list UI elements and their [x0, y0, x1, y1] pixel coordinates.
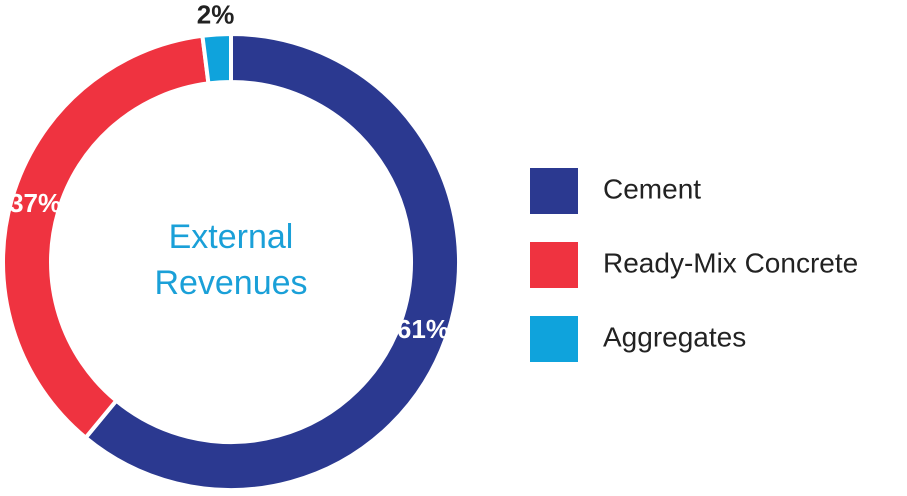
value-label: 2% — [197, 0, 235, 29]
value-label: 61% — [397, 314, 449, 344]
legend-swatch — [530, 242, 578, 288]
slice — [200, 31, 233, 86]
legend-label: Aggregates — [603, 321, 746, 352]
legend-label: Cement — [603, 173, 701, 204]
value-label: 37% — [9, 188, 61, 218]
legend-swatch — [530, 168, 578, 214]
slice — [82, 31, 461, 492]
center-label: External Revenues — [154, 218, 308, 302]
legend-swatch — [530, 316, 578, 362]
legend-label: Ready-Mix Concrete — [603, 247, 858, 278]
slice — [1, 33, 211, 441]
